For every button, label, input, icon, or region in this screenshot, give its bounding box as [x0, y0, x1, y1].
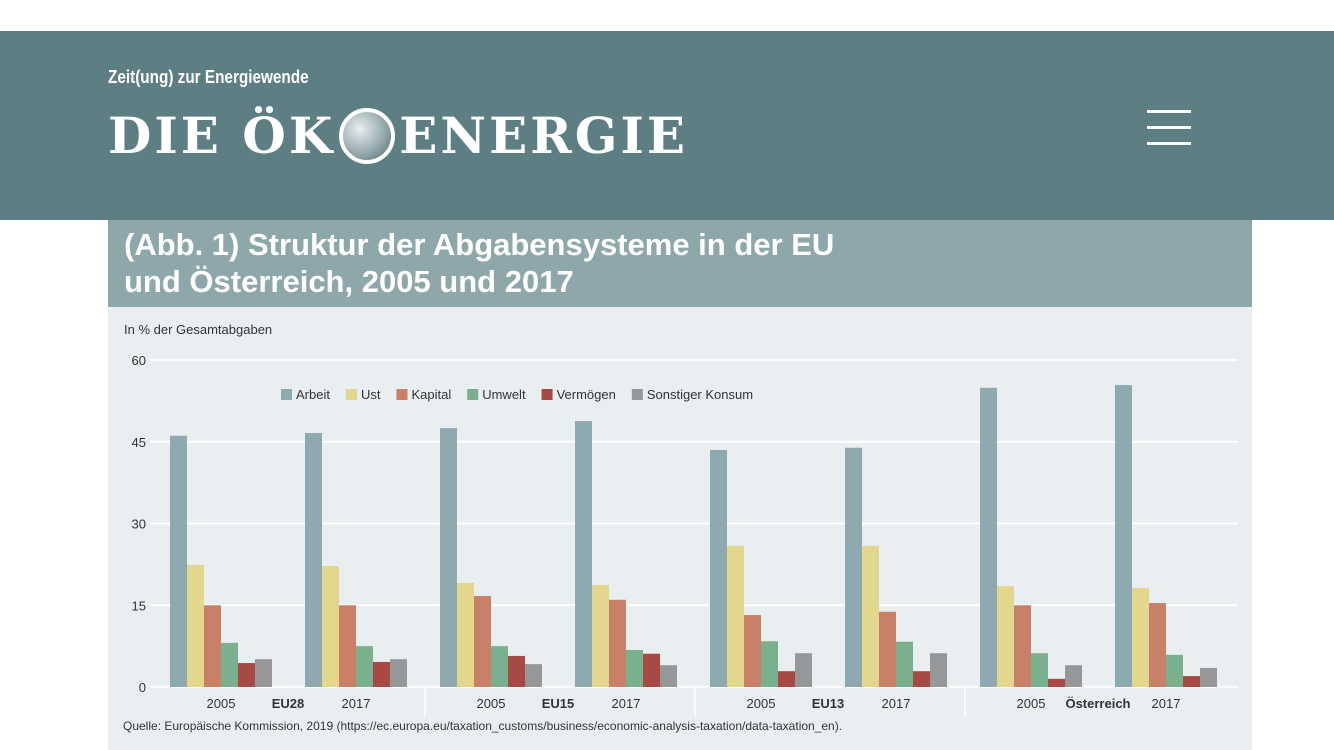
bar-arbeit [440, 428, 457, 687]
year-label: 2005 [1017, 696, 1046, 711]
group-label: EU28 [272, 696, 305, 711]
y-tick-label: 30 [132, 517, 146, 532]
bar-sonstiger-konsum [255, 659, 272, 687]
chart-title-line1: (Abb. 1) Struktur der Abgabensysteme in … [124, 227, 835, 262]
bar-umwelt [356, 646, 373, 687]
year-label: 2017 [342, 696, 371, 711]
year-label: 2017 [1152, 696, 1181, 711]
legend-label: Umwelt [482, 387, 526, 402]
bar-ust [727, 545, 744, 687]
logo-text-left: DIE ÖK [108, 106, 336, 165]
year-label: 2005 [747, 696, 776, 711]
site-tagline: Zeit(ung) zur Energiewende [108, 67, 309, 87]
bar-kapital [474, 595, 491, 687]
chart-panel [108, 307, 1252, 750]
y-axis-label: In % der Gesamtabgaben [124, 322, 273, 337]
bar-vermögen [373, 661, 390, 687]
bar-umwelt [221, 642, 238, 687]
bar-ust [322, 566, 339, 687]
bar-kapital [204, 605, 221, 687]
y-tick-label: 15 [132, 598, 146, 613]
bar-kapital [609, 599, 626, 687]
site-header [0, 31, 1334, 220]
y-tick-label: 0 [139, 680, 146, 695]
chart-title-line2: und Österreich, 2005 und 2017 [124, 264, 574, 299]
legend-label: Vermögen [557, 387, 616, 402]
bar-sonstiger-konsum [525, 664, 542, 687]
bar-kapital [339, 605, 356, 687]
year-label: 2017 [882, 696, 911, 711]
group-label: EU15 [542, 696, 575, 711]
year-label: 2005 [207, 696, 236, 711]
site-logo[interactable]: DIE ÖK ENERGIE [108, 106, 688, 165]
bar-ust [457, 582, 474, 687]
bar-ust [1132, 587, 1149, 687]
bar-umwelt [626, 649, 643, 687]
bar-arbeit [710, 449, 727, 687]
bar-ust [997, 586, 1014, 687]
bar-arbeit [1115, 385, 1132, 687]
bar-arbeit [170, 435, 187, 687]
group-label: Österreich [1065, 696, 1130, 711]
chart-title-band [108, 220, 1252, 307]
bar-kapital [744, 615, 761, 687]
chart-title: (Abb. 1) Struktur der Abgabensysteme in … [124, 226, 834, 300]
legend-label: Sonstiger Konsum [647, 387, 753, 402]
group-label: EU13 [812, 696, 845, 711]
y-tick-label: 60 [132, 353, 146, 368]
logo-text-right: ENERGIE [399, 106, 688, 165]
legend-swatch [541, 389, 553, 400]
hamburger-menu-icon[interactable] [1147, 110, 1191, 145]
bar-umwelt [1031, 653, 1048, 687]
bar-vermögen [1048, 678, 1065, 687]
legend-swatch [631, 389, 643, 400]
legend-label: Kapital [411, 387, 451, 402]
year-label: 2005 [477, 696, 506, 711]
legend-label: Ust [361, 387, 381, 402]
bar-vermögen [1183, 676, 1200, 687]
bar-kapital [1014, 605, 1031, 687]
bar-arbeit [980, 387, 997, 687]
bar-ust [862, 545, 879, 687]
bar-kapital [1149, 603, 1166, 687]
bar-umwelt [761, 641, 778, 687]
legend-swatch [467, 389, 479, 400]
bar-sonstiger-konsum [930, 653, 947, 687]
legend-label: Arbeit [296, 387, 330, 402]
bar-vermögen [238, 663, 255, 687]
y-tick-label: 45 [132, 435, 146, 450]
year-label: 2017 [612, 696, 641, 711]
legend-swatch [396, 389, 408, 400]
bar-sonstiger-konsum [1200, 667, 1217, 687]
bar-sonstiger-konsum [795, 653, 812, 687]
chart-source: Quelle: Europäische Kommission, 2019 (ht… [123, 719, 843, 733]
bar-vermögen [643, 653, 660, 687]
bar-umwelt [896, 641, 913, 687]
bar-umwelt [491, 646, 508, 687]
bar-vermögen [508, 655, 525, 687]
bar-vermögen [913, 671, 930, 687]
bar-kapital [879, 611, 896, 687]
bar-umwelt [1166, 654, 1183, 687]
bar-arbeit [845, 447, 862, 687]
bar-sonstiger-konsum [1065, 665, 1082, 687]
legend-swatch [345, 389, 357, 400]
bar-ust [187, 564, 204, 687]
bar-ust [592, 585, 609, 687]
legend-swatch [281, 389, 292, 400]
bar-arbeit [305, 433, 322, 687]
globe-icon [339, 107, 396, 164]
bar-vermögen [778, 671, 795, 687]
bar-sonstiger-konsum [390, 659, 407, 687]
bar-sonstiger-konsum [660, 665, 677, 687]
bar-arbeit [575, 421, 592, 687]
